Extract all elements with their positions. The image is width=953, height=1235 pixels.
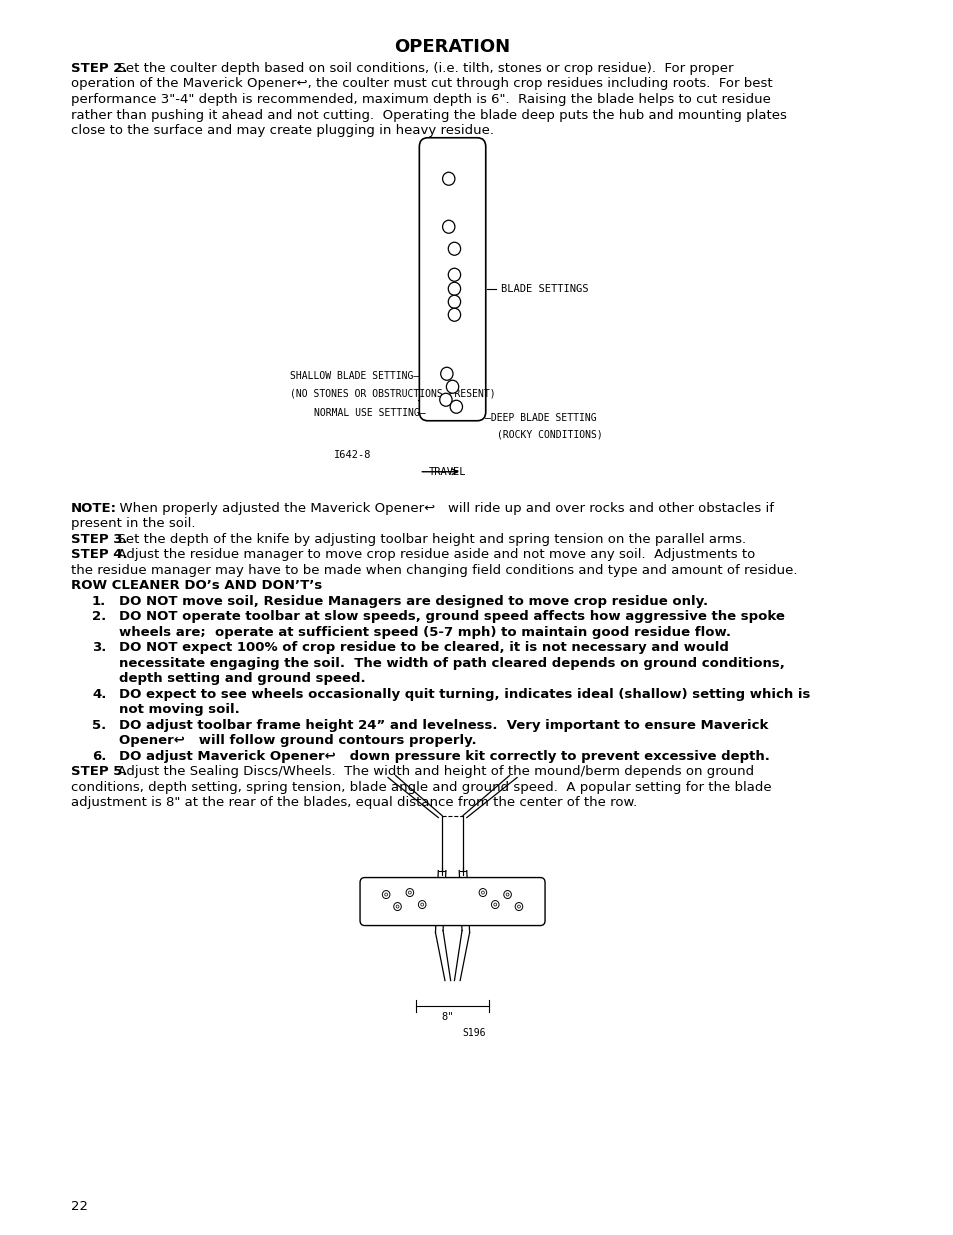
Text: Opener↩   will follow ground contours properly.: Opener↩ will follow ground contours prop… [118, 735, 476, 747]
Text: necessitate engaging the soil.  The width of path cleared depends on ground cond: necessitate engaging the soil. The width… [118, 657, 783, 669]
Circle shape [503, 890, 511, 899]
Text: performance 3"-4" depth is recommended, maximum depth is 6".  Raising the blade : performance 3"-4" depth is recommended, … [71, 93, 770, 106]
Circle shape [418, 900, 426, 909]
Circle shape [448, 283, 460, 295]
Circle shape [420, 903, 423, 906]
Text: 1.: 1. [91, 595, 106, 608]
Text: 6.: 6. [91, 750, 107, 763]
Circle shape [439, 393, 452, 406]
Text: DO adjust Maverick Opener↩   down pressure kit correctly to prevent excessive de: DO adjust Maverick Opener↩ down pressure… [118, 750, 769, 763]
Circle shape [448, 295, 460, 309]
Circle shape [450, 400, 462, 414]
Text: NOTE:: NOTE: [71, 501, 117, 515]
Circle shape [448, 268, 460, 282]
Circle shape [491, 900, 498, 909]
Circle shape [448, 309, 460, 321]
Circle shape [408, 890, 411, 894]
Text: the residue manager may have to be made when changing field conditions and type : the residue manager may have to be made … [71, 563, 797, 577]
Circle shape [506, 893, 509, 897]
Circle shape [406, 888, 414, 897]
Text: TRAVEL: TRAVEL [429, 467, 466, 477]
Text: (NO STONES OR OBSTRUCTIONS PRESENT): (NO STONES OR OBSTRUCTIONS PRESENT) [290, 389, 496, 399]
Text: SHALLOW BLADE SETTING—: SHALLOW BLADE SETTING— [290, 370, 419, 380]
Text: present in the soil.: present in the soil. [71, 517, 195, 530]
Text: STEP 4.: STEP 4. [71, 548, 128, 561]
Circle shape [481, 890, 484, 894]
Text: depth setting and ground speed.: depth setting and ground speed. [118, 672, 365, 685]
Text: Set the depth of the knife by adjusting toolbar height and spring tension on the: Set the depth of the knife by adjusting … [109, 532, 745, 546]
Circle shape [515, 903, 522, 910]
Text: adjustment is 8" at the rear of the blades, equal distance from the center of th: adjustment is 8" at the rear of the blad… [71, 797, 637, 809]
Text: —DEEP BLADE SETTING: —DEEP BLADE SETTING [484, 412, 596, 422]
Text: DO adjust toolbar frame height 24” and levelness.  Very important to ensure Mave: DO adjust toolbar frame height 24” and l… [118, 719, 767, 732]
FancyBboxPatch shape [419, 138, 485, 421]
Text: operation of the Maverick Opener↩, the coulter must cut through crop residues in: operation of the Maverick Opener↩, the c… [71, 78, 772, 90]
Text: DO NOT move soil, Residue Managers are designed to move crop residue only.: DO NOT move soil, Residue Managers are d… [118, 595, 707, 608]
Text: DO expect to see wheels occasionally quit turning, indicates ideal (shallow) set: DO expect to see wheels occasionally qui… [118, 688, 809, 700]
Circle shape [446, 380, 458, 393]
Text: 5.: 5. [91, 719, 106, 732]
Circle shape [384, 893, 387, 897]
Circle shape [442, 172, 455, 185]
Circle shape [440, 367, 453, 380]
Text: wheels are;  operate at sufficient speed (5-7 mph) to maintain good residue flow: wheels are; operate at sufficient speed … [118, 626, 730, 638]
Text: 2.: 2. [91, 610, 106, 624]
Text: DO NOT operate toolbar at slow speeds, ground speed affects how aggressive the s: DO NOT operate toolbar at slow speeds, g… [118, 610, 783, 624]
Circle shape [478, 888, 486, 897]
Text: 22: 22 [71, 1200, 88, 1213]
Text: 3.: 3. [91, 641, 107, 655]
Text: Adjust the residue manager to move crop residue aside and not move any soil.  Ad: Adjust the residue manager to move crop … [109, 548, 755, 561]
FancyBboxPatch shape [359, 878, 544, 925]
Text: S196: S196 [461, 1028, 485, 1037]
Circle shape [517, 905, 519, 908]
Text: STEP 2.: STEP 2. [71, 62, 128, 75]
Text: I642-8: I642-8 [334, 450, 371, 459]
Text: not moving soil.: not moving soil. [118, 703, 239, 716]
Text: DO NOT expect 100% of crop residue to be cleared, it is not necessary and would: DO NOT expect 100% of crop residue to be… [118, 641, 728, 655]
Circle shape [442, 220, 455, 233]
Circle shape [395, 905, 398, 908]
Text: When properly adjusted the Maverick Opener↩   will ride up and over rocks and ot: When properly adjusted the Maverick Open… [111, 501, 773, 515]
Circle shape [394, 903, 401, 910]
Circle shape [448, 242, 460, 256]
Text: rather than pushing it ahead and not cutting.  Operating the blade deep puts the: rather than pushing it ahead and not cut… [71, 109, 786, 121]
Text: Adjust the Sealing Discs/Wheels.  The width and height of the mound/berm depends: Adjust the Sealing Discs/Wheels. The wid… [109, 766, 753, 778]
Text: (ROCKY CONDITIONS): (ROCKY CONDITIONS) [497, 430, 602, 440]
Text: conditions, depth setting, spring tension, blade angle and ground speed.  A popu: conditions, depth setting, spring tensio… [71, 781, 771, 794]
Text: ROW CLEANER DO’s AND DON’T’s: ROW CLEANER DO’s AND DON’T’s [71, 579, 322, 593]
Text: 8": 8" [440, 1011, 454, 1021]
Text: STEP 3.: STEP 3. [71, 532, 128, 546]
Text: STEP 5.: STEP 5. [71, 766, 128, 778]
Text: 4.: 4. [91, 688, 107, 700]
Circle shape [494, 903, 497, 906]
Text: close to the surface and may create plugging in heavy residue.: close to the surface and may create plug… [71, 124, 494, 137]
Text: Set the coulter depth based on soil conditions, (i.e. tilth, stones or crop resi: Set the coulter depth based on soil cond… [109, 62, 733, 75]
Text: OPERATION: OPERATION [395, 38, 510, 56]
Text: BLADE SETTINGS: BLADE SETTINGS [500, 284, 588, 294]
Text: NORMAL USE SETTING—: NORMAL USE SETTING— [314, 408, 425, 417]
Circle shape [382, 890, 390, 899]
